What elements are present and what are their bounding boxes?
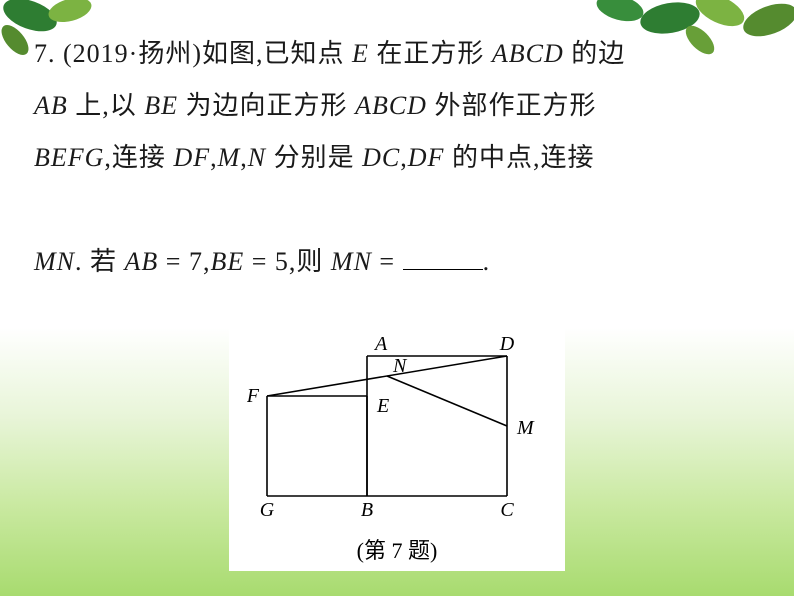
- svg-text:F: F: [247, 385, 260, 407]
- figure-caption: (第 7 题): [247, 533, 547, 565]
- figure-container: A D C B E F G M N (第 7 题): [34, 306, 760, 571]
- svg-text:C: C: [500, 499, 514, 521]
- geometry-diagram: A D C B E F G M N: [247, 316, 547, 526]
- svg-text:A: A: [373, 333, 388, 355]
- svg-text:D: D: [499, 333, 515, 355]
- problem-source: (2019·扬州): [63, 39, 202, 68]
- problem-number: 7.: [34, 39, 56, 68]
- content-area: 7. (2019·扬州)如图,已知点 E 在正方形 ABCD 的边 AB 上,以…: [34, 28, 760, 571]
- svg-text:N: N: [392, 355, 408, 377]
- answer-blank: [403, 244, 483, 270]
- svg-text:B: B: [361, 499, 373, 521]
- svg-text:G: G: [260, 499, 275, 521]
- svg-text:M: M: [516, 417, 535, 439]
- svg-text:E: E: [376, 395, 389, 417]
- figure: A D C B E F G M N (第 7 题): [229, 306, 565, 571]
- problem-text: 7. (2019·扬州)如图,已知点 E 在正方形 ABCD 的边 AB 上,以…: [34, 28, 760, 288]
